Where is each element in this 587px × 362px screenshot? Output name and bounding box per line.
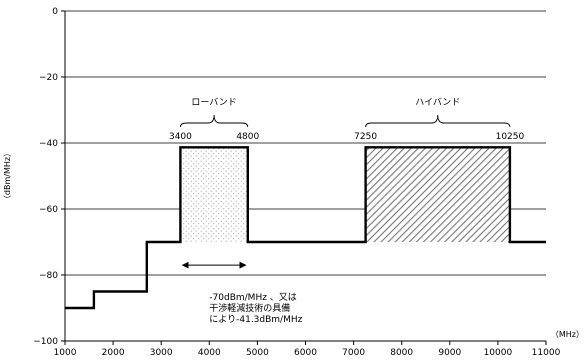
x-tick-label-11000: 11000 bbox=[532, 348, 561, 358]
annotation-line-2: 干渉軽減技術の具備 bbox=[209, 302, 290, 314]
x-tick-label-1000: 1000 bbox=[54, 348, 77, 358]
y-tick-label--80: −80 bbox=[39, 271, 58, 281]
band-end-label-0: 4800 bbox=[236, 132, 259, 142]
x-tick-label-6000: 6000 bbox=[294, 348, 317, 358]
band-label-0: ローバンド bbox=[191, 97, 236, 108]
x-axis-unit: （MHz） bbox=[551, 330, 584, 339]
band-end-label-1: 10250 bbox=[496, 132, 525, 142]
y-tick-label--20: −20 bbox=[39, 73, 58, 83]
y-tick-label--60: −60 bbox=[39, 205, 58, 215]
band-start-label-0: 3400 bbox=[169, 132, 192, 142]
x-tick-label-4000: 4000 bbox=[198, 348, 221, 358]
x-tick-label-2000: 2000 bbox=[102, 348, 125, 358]
axes bbox=[61, 10, 547, 345]
band-regions bbox=[180, 147, 510, 242]
x-tick-label-7000: 7000 bbox=[342, 348, 365, 358]
band-start-label-1: 7250 bbox=[354, 132, 377, 142]
x-tick-label-8000: 8000 bbox=[390, 348, 413, 358]
x-tick-label-5000: 5000 bbox=[246, 348, 269, 358]
y-tick-label--40: −40 bbox=[39, 139, 58, 149]
y-tick-label--100: −100 bbox=[33, 337, 58, 347]
band-label-1: ハイバンド bbox=[415, 97, 460, 108]
y-tick-label-0: 0 bbox=[52, 7, 58, 17]
band-fill-0 bbox=[180, 147, 248, 242]
x-tick-label-3000: 3000 bbox=[150, 348, 173, 358]
x-tick-label-9000: 9000 bbox=[438, 348, 461, 358]
band-labels: ローバンド 3400 4800 ハイバンド 7250 10250 bbox=[169, 97, 525, 142]
band-brace-1 bbox=[365, 114, 511, 128]
y-axis-label: （dBm/MHz） bbox=[3, 149, 12, 203]
annotation-line-3: により-41.3dBm/MHz bbox=[209, 314, 302, 325]
band-brace-0 bbox=[179, 114, 249, 128]
band-fill-1 bbox=[365, 147, 510, 242]
x-tick-label-10000: 10000 bbox=[484, 348, 513, 358]
annotation-line-1: -70dBm/MHz 、又は bbox=[209, 292, 297, 303]
annotation: -70dBm/MHz 、又は 干渉軽減技術の具備 により-41.3dBm/MHz bbox=[181, 261, 303, 325]
series-line-0 bbox=[65, 146, 546, 310]
series-layer bbox=[65, 146, 546, 310]
